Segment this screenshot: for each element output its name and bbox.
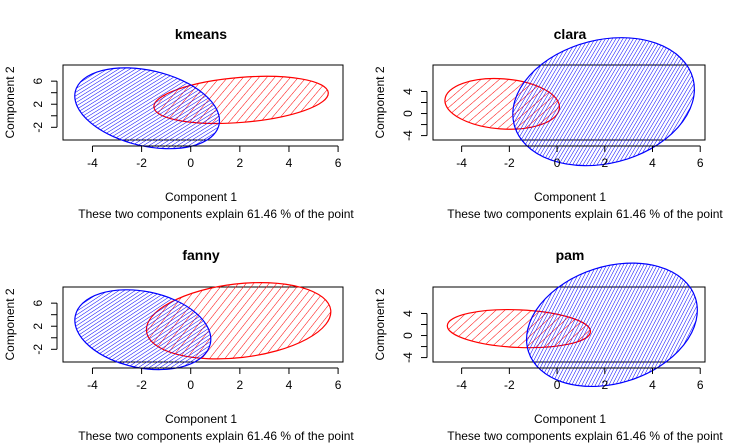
y-tick-label: 4 (401, 88, 415, 95)
y-tick-label: -2 (31, 344, 45, 355)
panel-title: pam (556, 247, 585, 263)
variance-caption: These two components explain 61.46 % of … (447, 207, 723, 221)
y-axis-label: Component 2 (373, 66, 387, 138)
x-tick-label: 4 (286, 378, 293, 392)
x-tick-label: 2 (236, 156, 243, 170)
y-tick-label: 6 (31, 299, 45, 306)
x-tick-label: 6 (697, 156, 704, 170)
cluster-ellipse-2 (74, 67, 221, 150)
x-tick-label: -4 (456, 378, 467, 392)
y-axis-label: Component 2 (373, 288, 387, 360)
x-axis-label: Component 1 (165, 412, 237, 426)
x-tick-label: 0 (554, 156, 561, 170)
plot-frame (62, 286, 344, 363)
x-tick-label: -2 (136, 156, 147, 170)
y-tick-label: 6 (31, 77, 45, 84)
panel-title: fanny (182, 247, 220, 263)
x-axis-label: Component 1 (534, 190, 606, 204)
cluster-ellipse-2 (525, 262, 698, 388)
x-tick-label: 0 (554, 378, 561, 392)
panel-kmeans: kmeans -4 -2 0 2 4 6 -2 2 6 Component 1 Component 2… (3, 26, 354, 221)
panel-pam: pam -4 -2 0 2 4 6 -4 0 4 Component 1 Component 2 The… (373, 247, 723, 443)
panel-clara: clara -4 -2 0 2 4 6 -4 0 4 Component 1 Component 2 T… (373, 26, 723, 221)
x-tick-label: -2 (504, 378, 515, 392)
x-tick-label: 4 (286, 156, 293, 170)
x-tick-label: 2 (236, 378, 243, 392)
y-axis-label: Component 2 (3, 288, 17, 360)
x-tick-label: -4 (87, 156, 98, 170)
y-tick-label: -2 (31, 122, 45, 133)
x-tick-label: 6 (335, 156, 342, 170)
y-tick-label: 0 (401, 110, 415, 117)
x-tick-label: 2 (601, 156, 608, 170)
x-axis-label: Component 1 (534, 412, 606, 426)
x-tick-label: 0 (187, 378, 194, 392)
x-tick-label: -4 (87, 378, 98, 392)
variance-caption: These two components explain 61.46 % of … (447, 429, 723, 443)
y-tick-label: 2 (31, 101, 45, 108)
y-tick-label: -4 (401, 352, 415, 363)
variance-caption: These two components explain 61.46 % of … (78, 429, 354, 443)
x-tick-label: -4 (456, 156, 467, 170)
cluster-ellipse-2 (512, 37, 695, 167)
y-tick-label: 2 (31, 323, 45, 330)
x-tick-label: 2 (601, 378, 608, 392)
x-tick-label: -2 (136, 378, 147, 392)
x-tick-label: -2 (504, 156, 515, 170)
y-tick-label: 0 (401, 332, 415, 339)
x-tick-label: 4 (649, 378, 656, 392)
x-tick-label: 4 (649, 156, 656, 170)
panel-title: kmeans (175, 26, 227, 42)
y-tick-label: -4 (401, 130, 415, 141)
x-tick-label: 6 (335, 378, 342, 392)
panel-fanny: fanny -4 -2 0 2 4 6 -2 2 6 Component 1 Component 2 T… (3, 247, 354, 443)
cluster-ellipse-2 (74, 289, 212, 371)
y-tick-label: 4 (401, 310, 415, 317)
x-tick-label: 0 (187, 156, 194, 170)
x-tick-label: 6 (697, 378, 704, 392)
x-axis-label: Component 1 (165, 190, 237, 204)
variance-caption: These two components explain 61.46 % of … (78, 207, 354, 221)
panel-title: clara (554, 26, 587, 42)
y-axis-label: Component 2 (3, 66, 17, 138)
